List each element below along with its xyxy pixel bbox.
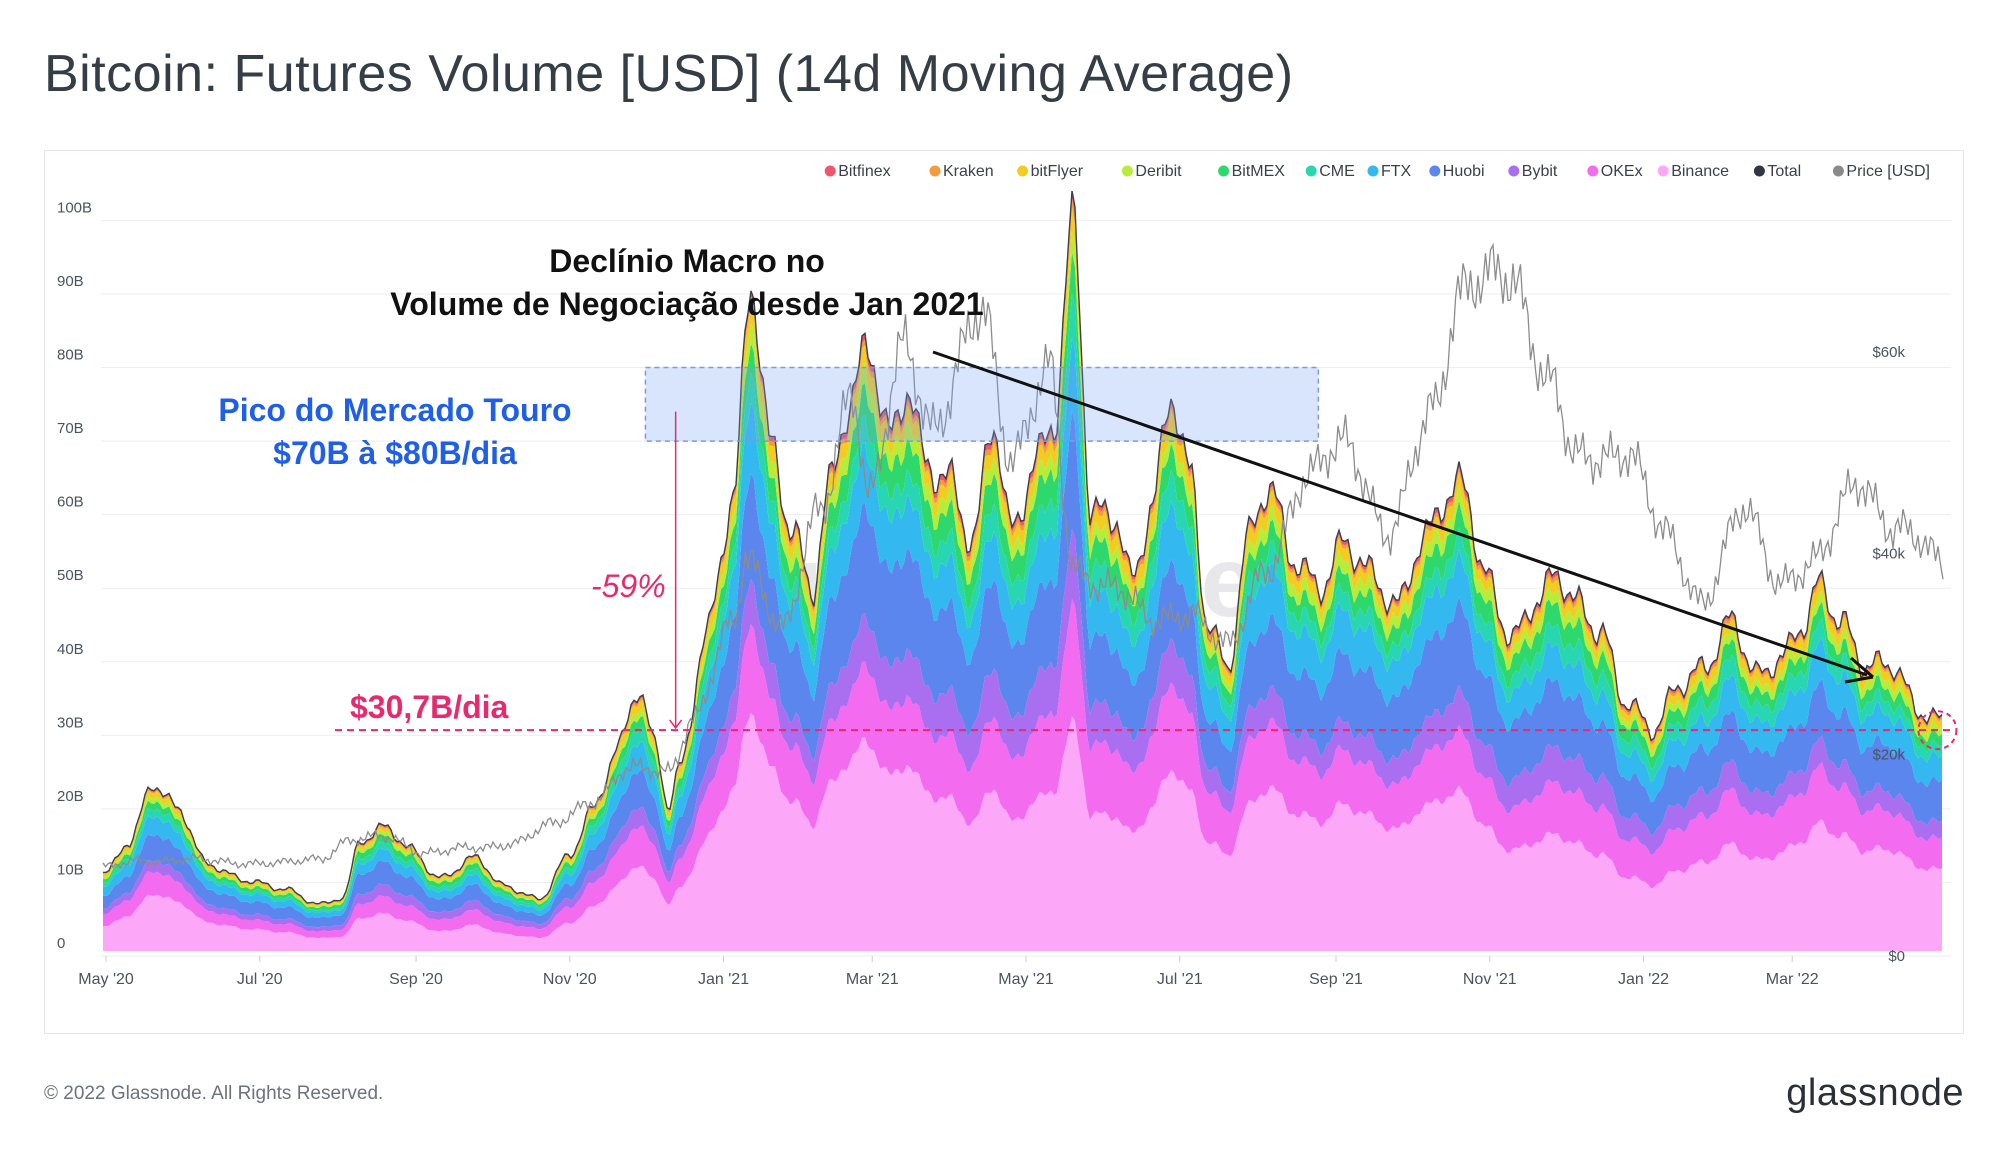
legend-swatch — [1753, 165, 1765, 177]
bull-peak-range: $70B à $80B/dia — [273, 435, 517, 471]
legend-swatch — [929, 165, 941, 177]
y-left-tick-label: 0 — [57, 935, 65, 952]
legend-swatch — [824, 165, 836, 177]
x-tick-label: Mar '21 — [846, 971, 899, 988]
y-left-tick-label: 30B — [57, 714, 84, 731]
y-left-tick-label: 40B — [57, 641, 84, 658]
footer-copyright: © 2022 Glassnode. All Rights Reserved. — [44, 1083, 384, 1104]
legend-label: FTX — [1381, 163, 1412, 180]
trend-arrow-line — [932, 350, 1868, 677]
futures-volume-chart: glassnode 010B20B30B40B50B60B70B80B90B10… — [57, 163, 1958, 988]
total-line — [102, 191, 1943, 905]
legend-item: Bybit — [1508, 163, 1558, 180]
trend-arrow-head — [1844, 656, 1874, 684]
x-tick-label: Jan '22 — [1618, 971, 1669, 988]
legend-label: Kraken — [943, 163, 994, 180]
y-right-tick-label: $0 — [1888, 948, 1905, 965]
legend: Price [USD] Total Binance OKEx Bybit Huobi FTX… — [824, 163, 1930, 180]
y-left-tick-label: 20B — [57, 788, 84, 805]
legend-item: Total — [1753, 163, 1801, 180]
area-okex — [103, 599, 1942, 939]
y-left-tick-label: 50B — [57, 567, 84, 584]
drop-percentage-label: -59% — [591, 568, 666, 604]
legend-swatch — [1305, 165, 1317, 177]
y-right-tick-label: $20k — [1872, 747, 1905, 764]
bull-peak-label: Pico do Mercado Touro — [218, 392, 571, 428]
legend-label: Price [USD] — [1846, 163, 1930, 180]
legend-swatch — [1657, 165, 1669, 177]
legend-item: Price [USD] — [1832, 163, 1930, 180]
y-left-tick-label: 80B — [57, 347, 84, 364]
current-level-label: $30,7B/dia — [350, 689, 509, 725]
legend-label: OKEx — [1601, 163, 1643, 180]
y-left-tick-label: 100B — [57, 199, 92, 216]
annotations: Pico do Mercado Touro $70B à $80B/dia Decl… — [218, 243, 1958, 751]
area-ftx — [103, 337, 1942, 918]
legend-label: Bybit — [1522, 163, 1558, 180]
legend-item: OKEx — [1587, 163, 1643, 180]
x-tick-label: Sep '21 — [1309, 971, 1363, 988]
legend-label: Binance — [1671, 163, 1729, 180]
legend-label: BitMEX — [1232, 163, 1286, 180]
legend-swatch — [1832, 165, 1844, 177]
legend-item: BitMEX — [1218, 163, 1285, 180]
legend-label: bitFlyer — [1031, 163, 1084, 180]
chart-frame: glassnode 010B20B30B40B50B60B70B80B90B10… — [44, 150, 1964, 1034]
legend-swatch — [1367, 165, 1379, 177]
y-right-tick-label: $60k — [1872, 344, 1905, 361]
legend-item: Deribit — [1121, 163, 1182, 180]
legend-swatch — [1218, 165, 1230, 177]
axes: 0 10B 20B 30B 40B 50B 60B 70B 80B 90B 100B $0 $20k $4… — [57, 199, 1905, 988]
x-tick-label: May '20 — [78, 971, 134, 988]
series-lines — [102, 191, 1944, 905]
macro-decline-title: Declínio Macro no — [549, 243, 825, 279]
area-huobi — [103, 411, 1942, 928]
legend-item: Bitfinex — [824, 163, 891, 180]
x-tick-label: Jul '20 — [237, 971, 283, 988]
current-level-marker — [1917, 710, 1958, 751]
legend-swatch — [1121, 165, 1133, 177]
bull-peak-box — [644, 366, 1320, 442]
legend-swatch — [1017, 165, 1029, 177]
legend-swatch — [1587, 165, 1599, 177]
legend-item: Binance — [1657, 163, 1729, 180]
x-tick-label: Jul '21 — [1157, 971, 1203, 988]
y-left-tick-label: 90B — [57, 273, 84, 290]
legend-item: bitFlyer — [1017, 163, 1084, 180]
y-right-tick-label: $40k — [1872, 545, 1905, 562]
legend-item: Kraken — [929, 163, 994, 180]
legend-label: Deribit — [1135, 163, 1182, 180]
legend-item: FTX — [1367, 163, 1412, 180]
legend-label: Total — [1767, 163, 1801, 180]
page-title: Bitcoin: Futures Volume [USD] (14d Movin… — [44, 45, 1294, 103]
x-tick-label: Nov '20 — [543, 971, 597, 988]
x-tick-label: Mar '22 — [1766, 971, 1819, 988]
legend-label: Huobi — [1443, 163, 1485, 180]
price-line — [102, 242, 1944, 870]
drop-arrow-head — [669, 719, 683, 730]
y-left-tick-label: 10B — [57, 861, 84, 878]
y-left-tick-label: 70B — [57, 420, 84, 437]
legend-swatch — [1429, 165, 1441, 177]
macro-decline-subtitle: Volume de Negociação desde Jan 2021 — [390, 286, 983, 322]
x-tick-label: May '21 — [998, 971, 1054, 988]
legend-swatch — [1508, 165, 1520, 177]
legend-item: CME — [1305, 163, 1355, 180]
area-binance — [103, 713, 1942, 951]
x-tick-label: Nov '21 — [1463, 971, 1517, 988]
legend-item: Huobi — [1429, 163, 1485, 180]
legend-label: Bitfinex — [838, 163, 890, 180]
area-cme — [103, 294, 1942, 914]
glassnode-logo: glassnode — [1786, 1072, 1964, 1114]
legend-label: CME — [1319, 163, 1355, 180]
y-left-tick-label: 60B — [57, 494, 84, 511]
stacked-areas — [103, 191, 1942, 951]
x-tick-label: Sep '20 — [389, 971, 443, 988]
x-tick-label: Jan '21 — [698, 971, 749, 988]
